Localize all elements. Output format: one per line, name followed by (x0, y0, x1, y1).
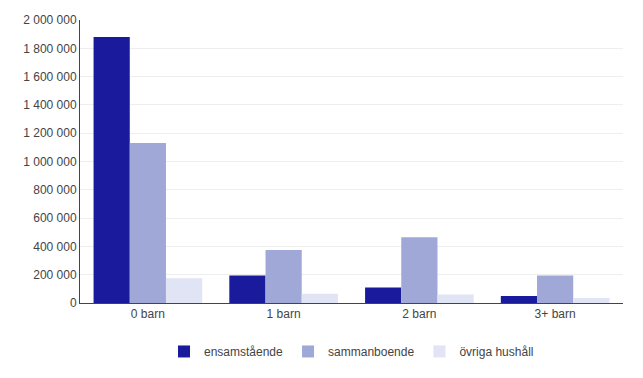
svg-text:600 000: 600 000 (33, 211, 77, 225)
svg-text:1 200 000: 1 200 000 (23, 126, 77, 140)
svg-text:1 800 000: 1 800 000 (23, 42, 77, 56)
svg-text:1 400 000: 1 400 000 (23, 98, 77, 112)
svg-text:0: 0 (70, 296, 77, 310)
svg-text:3+ barn: 3+ barn (535, 307, 576, 321)
svg-text:1 barn: 1 barn (267, 307, 301, 321)
svg-text:2 000 000: 2 000 000 (23, 13, 77, 27)
svg-text:övriga hushåll: övriga hushåll (459, 345, 533, 359)
svg-text:1 000 000: 1 000 000 (23, 155, 77, 169)
svg-text:200 000: 200 000 (33, 268, 77, 282)
svg-text:1 600 000: 1 600 000 (23, 70, 77, 84)
svg-text:0 barn: 0 barn (131, 307, 165, 321)
svg-text:2 barn: 2 barn (402, 307, 436, 321)
svg-text:400 000: 400 000 (33, 240, 77, 254)
svg-text:800 000: 800 000 (33, 183, 77, 197)
svg-text:sammanboende: sammanboende (328, 345, 414, 359)
svg-text:ensamstående: ensamstående (204, 345, 283, 359)
